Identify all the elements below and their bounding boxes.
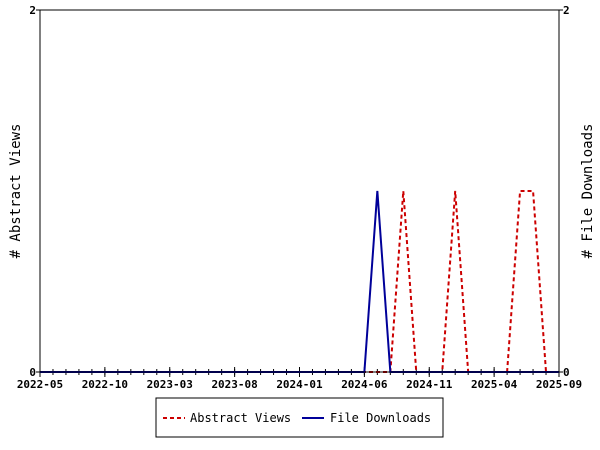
y-left-tick-label: 2 [29,4,36,17]
series-group [40,190,559,373]
legend-label-file-downloads: File Downloads [330,411,431,425]
series-line-file-downloads [40,190,559,373]
y-axis-left-title: # Abstract Views [8,124,24,259]
x-tick-label: 2022-10 [82,378,128,391]
legend-box [155,397,444,438]
y-right-tick-label: 2 [563,4,570,17]
y-left-tick-label: 0 [29,366,36,379]
series-line-abstract-views [40,190,559,373]
x-tick-label: 2024-06 [341,378,388,391]
x-tick-label: 2023-08 [211,378,257,391]
x-tick-label: 2025-04 [471,378,518,391]
y-axis-right-title: # File Downloads [580,124,596,259]
tick-group: 2022-05 2022-10 2023-03 2023-08 2024-01 2024-… [17,4,582,391]
legend-label-abstract-views: Abstract Views [190,411,291,425]
x-tick-label: 2025-09 [536,378,582,391]
x-tick-label: 2024-11 [406,378,453,391]
x-tick-label: 2023-03 [147,378,193,391]
legend: Abstract Views File Downloads [155,397,444,438]
plot-area [39,9,560,373]
y-right-tick-label: 0 [563,366,570,379]
x-tick-label: 2022-05 [17,378,63,391]
x-tick-label: 2024-01 [276,378,323,391]
